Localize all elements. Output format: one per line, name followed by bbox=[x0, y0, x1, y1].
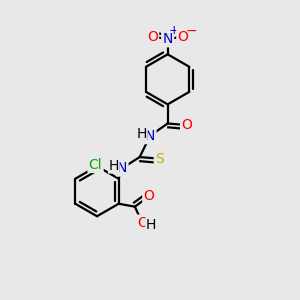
Text: Cl: Cl bbox=[89, 158, 102, 172]
Text: O: O bbox=[144, 189, 154, 203]
Text: N: N bbox=[163, 32, 173, 46]
Text: S: S bbox=[155, 152, 164, 166]
Text: N: N bbox=[145, 129, 155, 143]
Text: O: O bbox=[178, 30, 188, 44]
Text: +: + bbox=[168, 24, 179, 37]
Text: H: H bbox=[146, 218, 156, 232]
Text: N: N bbox=[117, 161, 127, 175]
Text: O: O bbox=[137, 216, 148, 230]
Text: O: O bbox=[182, 118, 192, 132]
Text: O: O bbox=[147, 30, 158, 44]
Text: −: − bbox=[185, 24, 197, 38]
Text: H: H bbox=[136, 127, 147, 140]
Text: H: H bbox=[109, 159, 119, 173]
